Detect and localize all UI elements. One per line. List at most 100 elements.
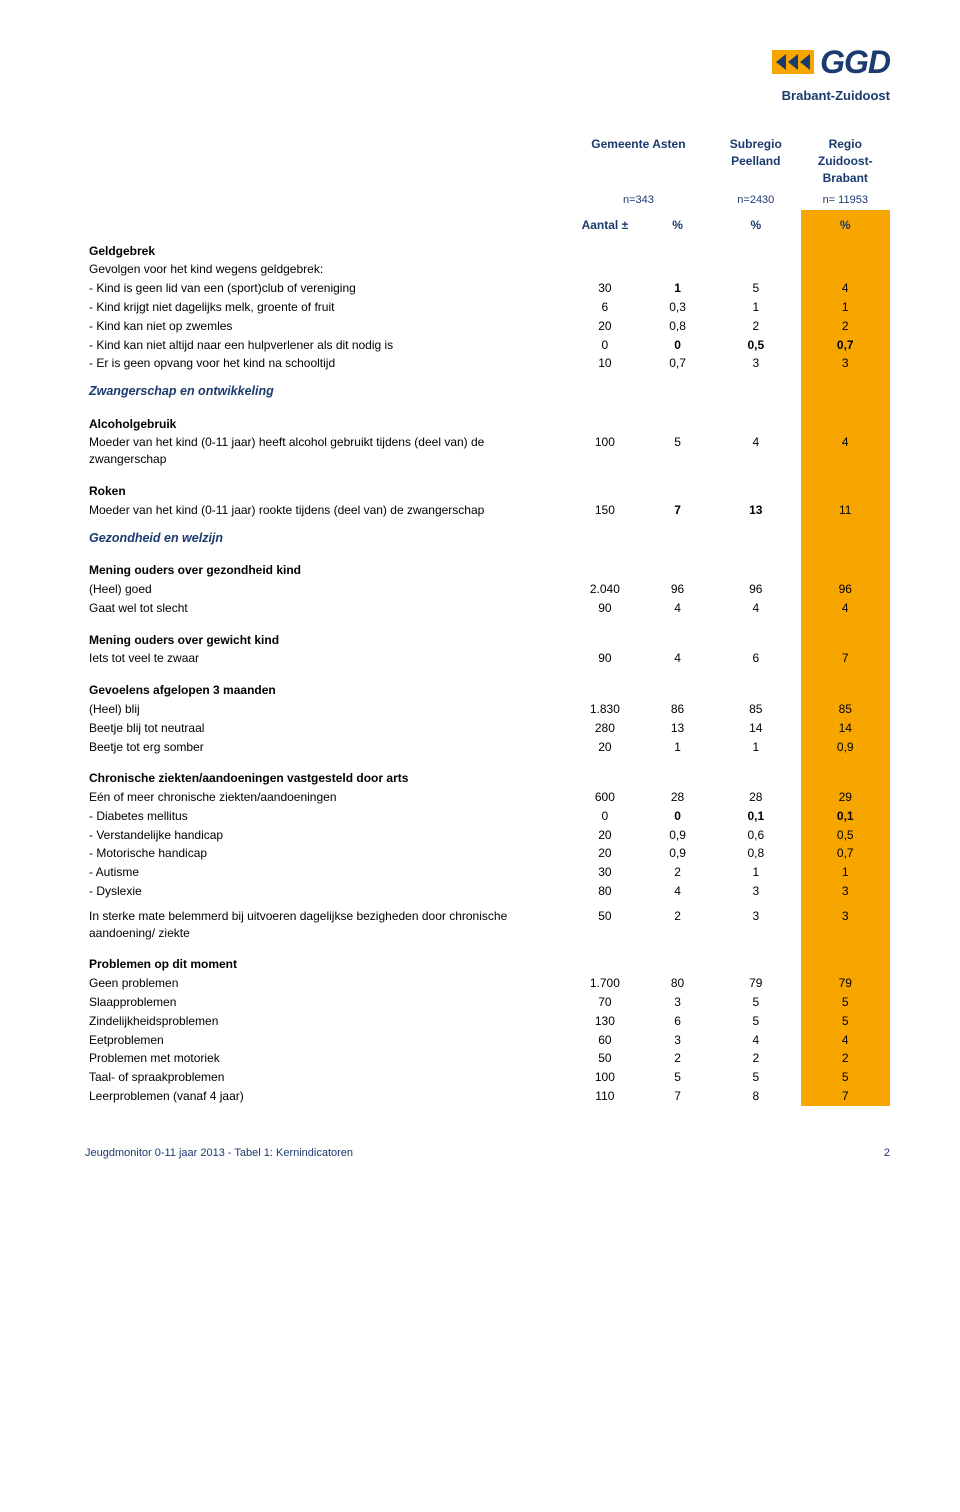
cell-n: 10: [566, 354, 644, 373]
cell-pct-2: 85: [711, 700, 800, 719]
table-row: Iets tot veel te zwaar90467: [85, 649, 890, 668]
column-header-row: Aantal ± % % %: [85, 216, 890, 235]
cell-pct-3: 2: [801, 317, 890, 336]
cell-pct-2: 79: [711, 974, 800, 993]
cell-n: 20: [566, 738, 644, 757]
cell-n: 100: [566, 433, 644, 469]
cell-pct-2: 8: [711, 1087, 800, 1106]
row-label: Leerproblemen (vanaf 4 jaar): [85, 1087, 566, 1106]
cell-pct-2: 28: [711, 788, 800, 807]
group-heading: Gevoelens afgelopen 3 maanden: [85, 674, 566, 700]
table-row: - Diabetes mellitus000,10,1: [85, 807, 890, 826]
cell-pct-2: 4: [711, 1031, 800, 1050]
cell-n: 30: [566, 279, 644, 298]
cell-pct-2: 4: [711, 433, 800, 469]
cell-n: 30: [566, 863, 644, 882]
table-row: Eén of meer chronische ziekten/aandoenin…: [85, 788, 890, 807]
cell-pct-3: 5: [801, 993, 890, 1012]
cell-pct-1: 0: [644, 807, 711, 826]
cell-pct-3: 0,7: [801, 844, 890, 863]
table-row: Gevoelens afgelopen 3 maanden: [85, 674, 890, 700]
cell-n: 1.830: [566, 700, 644, 719]
table-row: Slaapproblemen70355: [85, 993, 890, 1012]
table-row: - Kind krijgt niet dagelijks melk, groen…: [85, 298, 890, 317]
col-head-pct-2: %: [711, 216, 800, 235]
cell-pct-1: 13: [644, 719, 711, 738]
row-label: (Heel) blij: [85, 700, 566, 719]
table-row: Gaat wel tot slecht90444: [85, 599, 890, 618]
group-heading: Mening ouders over gewicht kind: [85, 624, 566, 650]
row-label: Moeder van het kind (0-11 jaar) heeft al…: [85, 433, 566, 469]
cell-pct-2: 0,8: [711, 844, 800, 863]
row-label: - Kind kan niet altijd naar een hulpverl…: [85, 336, 566, 355]
cell-pct-1: 7: [644, 1087, 711, 1106]
region-col-2: Subregio Peelland: [711, 135, 800, 192]
row-label: Taal- of spraakproblemen: [85, 1068, 566, 1087]
section-heading: Zwangerschap en ontwikkeling: [85, 373, 566, 402]
cell-pct-2: 1: [711, 863, 800, 882]
cell-n: 50: [566, 1049, 644, 1068]
cell-n: 130: [566, 1012, 644, 1031]
row-label: Geen problemen: [85, 974, 566, 993]
cell-pct-1: 0,3: [644, 298, 711, 317]
table-row: Geen problemen1.700807979: [85, 974, 890, 993]
table-row: - Autisme30211: [85, 863, 890, 882]
row-label: Zindelijkheidsproblemen: [85, 1012, 566, 1031]
cell-n: 20: [566, 826, 644, 845]
table-row: Geldgebrek: [85, 235, 890, 261]
row-label: - Motorische handicap: [85, 844, 566, 863]
row-label: - Kind is geen lid van een (sport)club o…: [85, 279, 566, 298]
data-table: Gemeente Asten Subregio Peelland Regio Z…: [85, 135, 890, 1106]
cell-pct-3: 29: [801, 788, 890, 807]
cell-pct-2: 3: [711, 354, 800, 373]
region-col-1: Gemeente Asten: [566, 135, 711, 192]
logo-text: GGD: [820, 40, 890, 85]
cell-n: 100: [566, 1068, 644, 1087]
region-header-row: Gemeente Asten Subregio Peelland Regio Z…: [85, 135, 890, 192]
region-col-3: Regio Zuidoost-Brabant: [801, 135, 890, 192]
cell-n: 280: [566, 719, 644, 738]
table-row: Roken: [85, 475, 890, 501]
col-head-pct-1: %: [644, 216, 711, 235]
cell-pct-3: 4: [801, 1031, 890, 1050]
row-label: Beetje blij tot neutraal: [85, 719, 566, 738]
cell-pct-1: 7: [644, 501, 711, 520]
n-col-1: n=343: [566, 192, 711, 209]
cell-pct-3: 79: [801, 974, 890, 993]
cell-pct-1: 3: [644, 993, 711, 1012]
cell-n: 6: [566, 298, 644, 317]
row-label: Iets tot veel te zwaar: [85, 649, 566, 668]
table-row: Eetproblemen60344: [85, 1031, 890, 1050]
cell-pct-3: 11: [801, 501, 890, 520]
cell-pct-2: 0,5: [711, 336, 800, 355]
table-row: In sterke mate belemmerd bij uitvoeren d…: [85, 907, 890, 943]
cell-pct-3: 3: [801, 882, 890, 901]
cell-pct-3: 7: [801, 1087, 890, 1106]
row-label: Problemen met motoriek: [85, 1049, 566, 1068]
group-heading: Mening ouders over gezondheid kind: [85, 554, 566, 580]
cell-pct-1: 86: [644, 700, 711, 719]
cell-n: 0: [566, 336, 644, 355]
table-row: - Kind is geen lid van een (sport)club o…: [85, 279, 890, 298]
cell-n: 80: [566, 882, 644, 901]
row-label: - Autisme: [85, 863, 566, 882]
cell-pct-2: 5: [711, 279, 800, 298]
cell-pct-1: 4: [644, 599, 711, 618]
cell-pct-3: 0,9: [801, 738, 890, 757]
row-label: - Dyslexie: [85, 882, 566, 901]
cell-pct-2: 4: [711, 599, 800, 618]
logo: GGD Brabant-Zuidoost: [772, 40, 890, 105]
cell-n: 90: [566, 649, 644, 668]
cell-pct-1: 1: [644, 279, 711, 298]
cell-pct-3: 3: [801, 907, 890, 943]
n-row: n=343 n=2430 n= 11953: [85, 192, 890, 209]
group-heading: Roken: [85, 475, 566, 501]
cell-pct-3: 1: [801, 863, 890, 882]
row-label: Eén of meer chronische ziekten/aandoenin…: [85, 788, 566, 807]
cell-pct-3: 4: [801, 433, 890, 469]
row-label: - Diabetes mellitus: [85, 807, 566, 826]
cell-n: 90: [566, 599, 644, 618]
cell-pct-1: 2: [644, 863, 711, 882]
ggd-icon: [772, 44, 814, 80]
cell-n: 1.700: [566, 974, 644, 993]
